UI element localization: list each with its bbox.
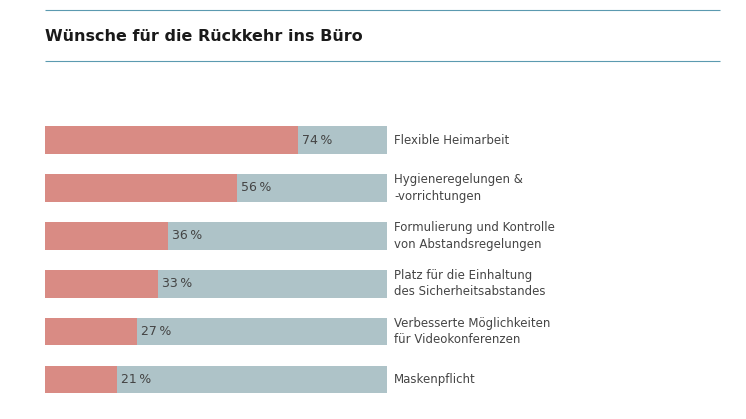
Text: 56 %: 56 % [241,181,271,194]
Text: 74 %: 74 % [302,134,333,147]
Bar [137,318,387,346]
Text: Wünsche für die Rückkehr ins Büro: Wünsche für die Rückkehr ins Büro [45,29,363,44]
Text: 27 %: 27 % [142,325,172,338]
Bar [45,366,116,393]
Bar [45,174,236,202]
Text: Formulierung und Kontrolle
von Abstandsregelungen: Formulierung und Kontrolle von Abstandsr… [394,221,555,251]
Bar [116,366,387,393]
Bar [45,270,158,297]
Bar [236,174,387,202]
Text: Platz für die Einhaltung
des Sicherheitsabstandes: Platz für die Einhaltung des Sicherheits… [394,269,546,298]
Bar [298,126,387,154]
Text: 36 %: 36 % [172,229,202,242]
Text: Flexible Heimarbeit: Flexible Heimarbeit [394,134,510,147]
Bar [45,126,298,154]
Text: Maskenpflicht: Maskenpflicht [394,373,476,386]
Text: 33 %: 33 % [162,277,192,290]
Bar [168,222,387,250]
Text: 21 %: 21 % [121,373,151,386]
Bar [158,270,387,297]
Bar [45,222,168,250]
Text: Hygieneregelungen &
-vorrichtungen: Hygieneregelungen & -vorrichtungen [394,173,523,203]
Text: Verbesserte Möglichkeiten
für Videokonferenzen: Verbesserte Möglichkeiten für Videokonfe… [394,317,551,347]
Bar [45,318,137,346]
